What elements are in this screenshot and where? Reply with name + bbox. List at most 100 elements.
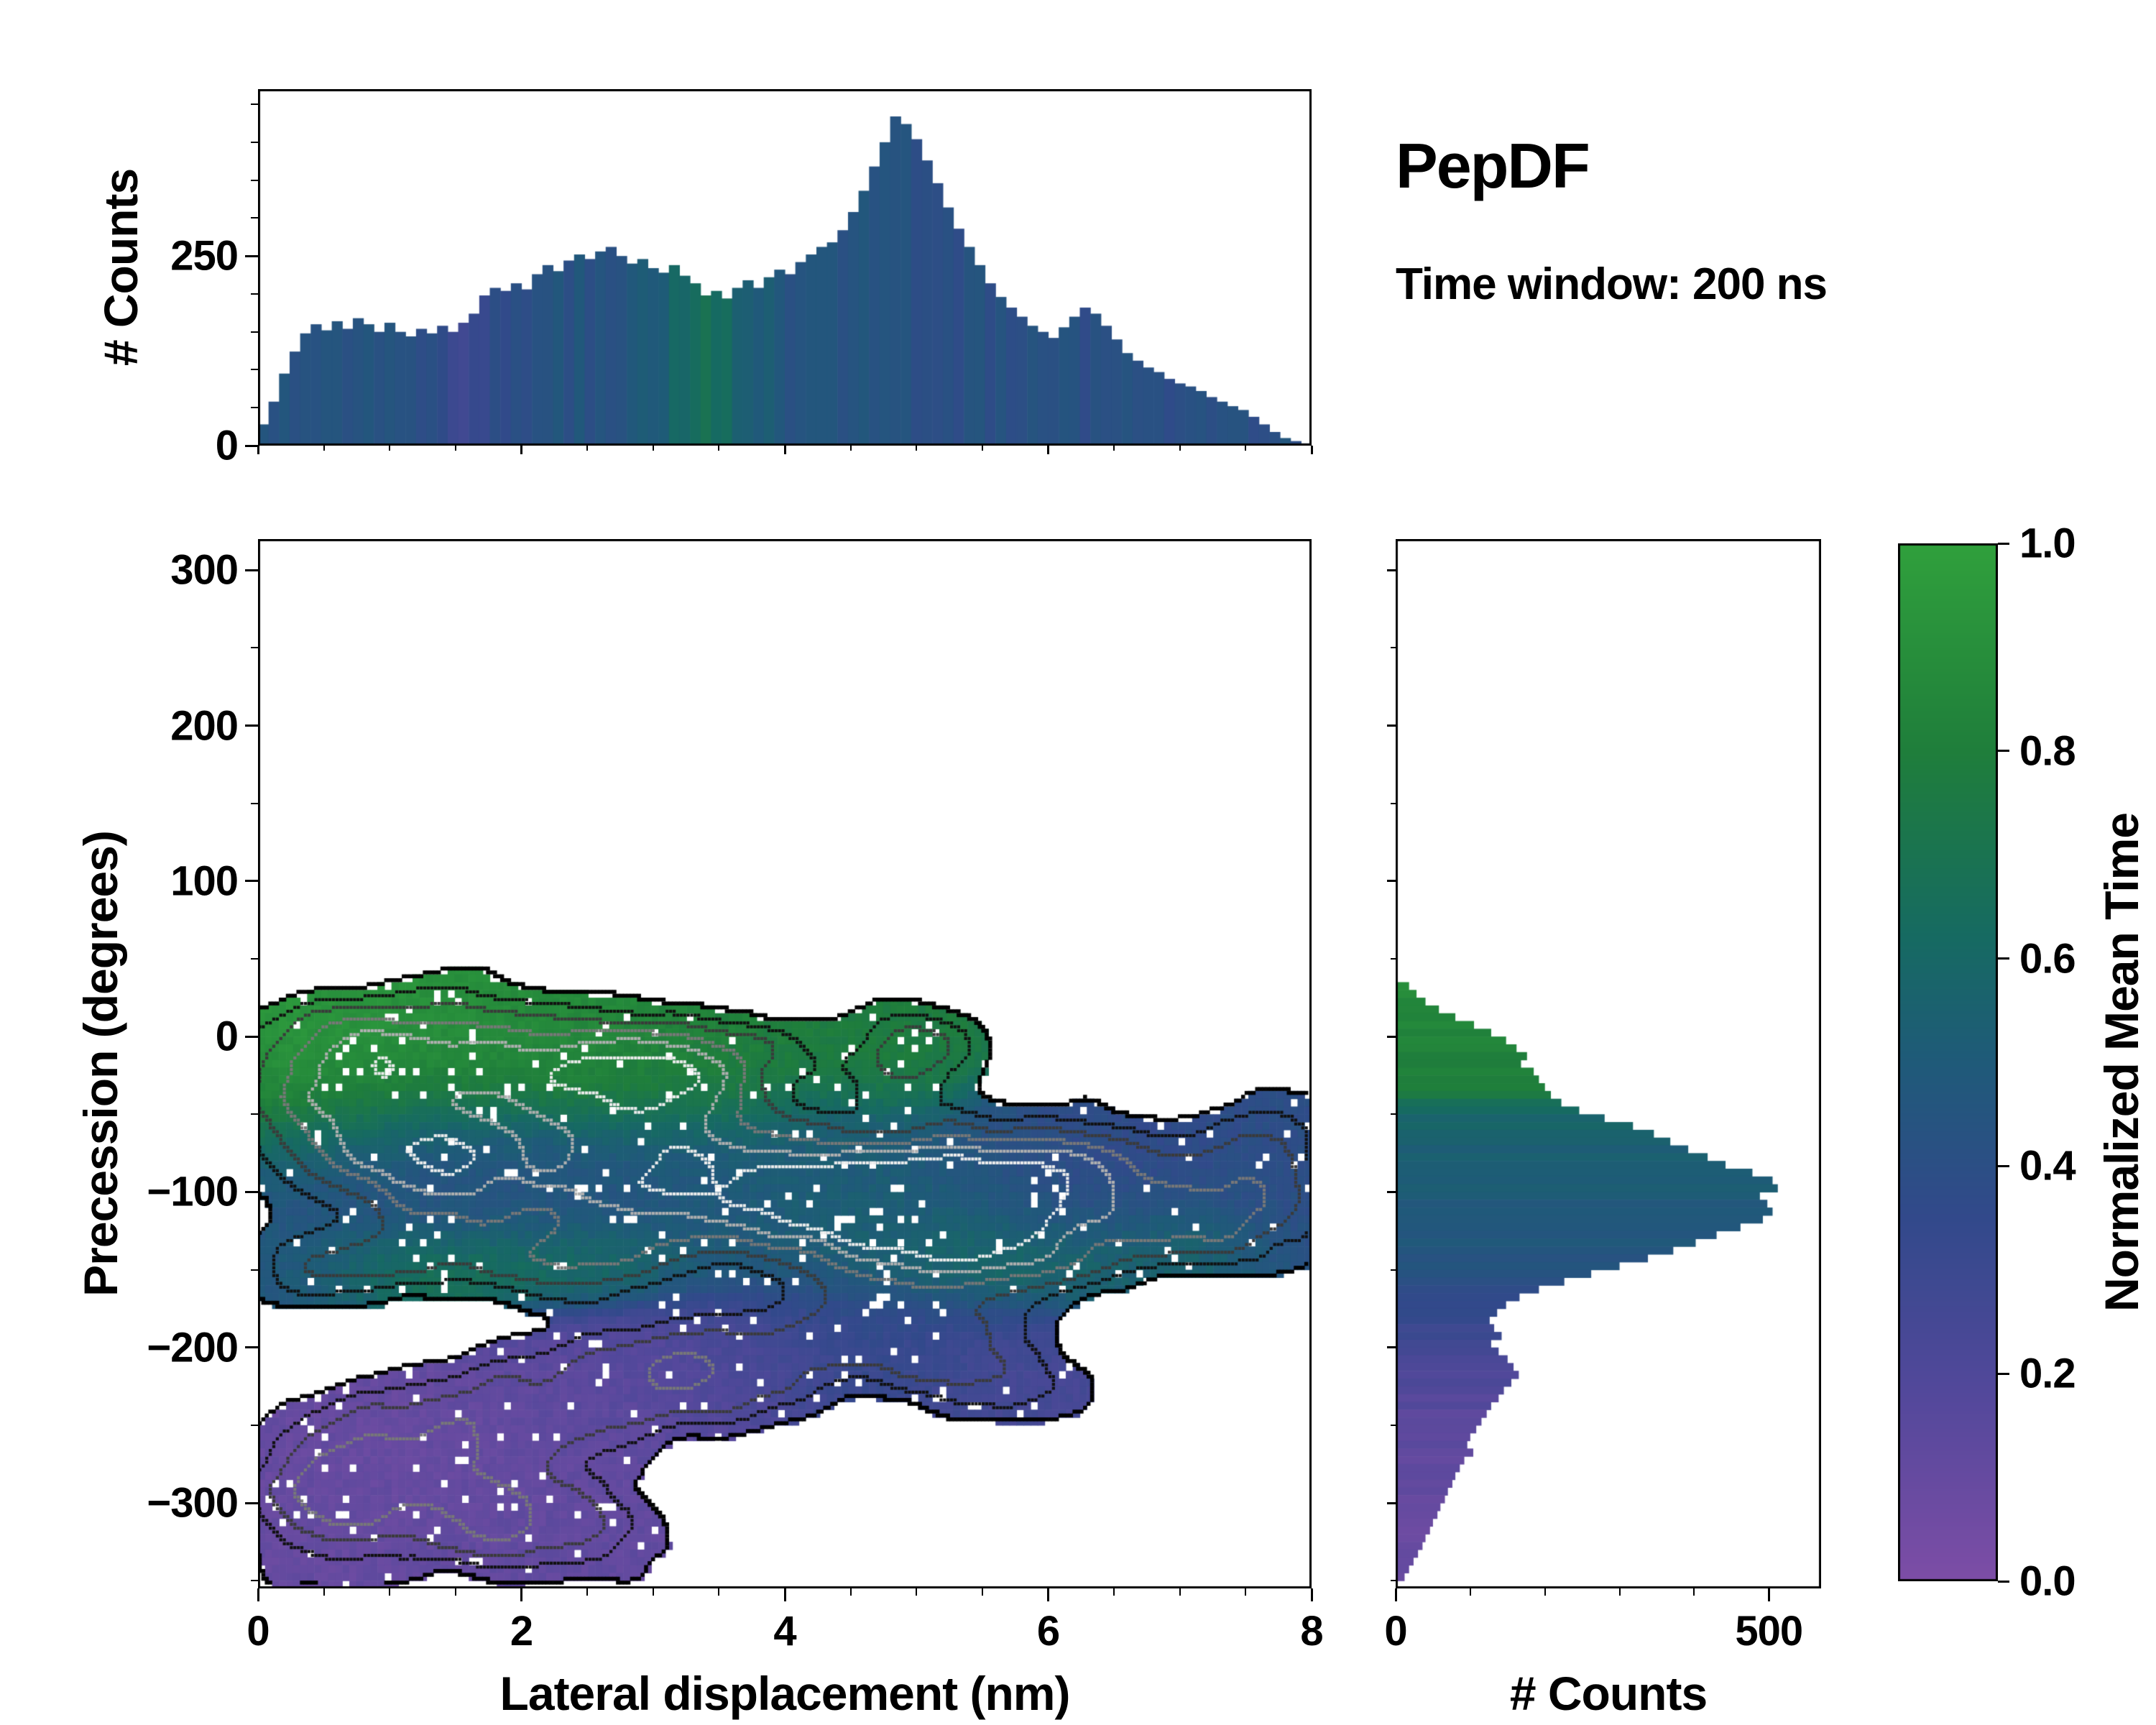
main-y-minor-tick <box>251 958 258 960</box>
top-hist-y-minor-tick <box>251 369 258 371</box>
main-x-tick <box>257 1588 259 1601</box>
right-hist-y-tick <box>1387 724 1396 727</box>
main-y-tick <box>245 1190 258 1193</box>
right-hist-x-tick <box>1394 1588 1397 1601</box>
main-x-minor-tick <box>586 1588 589 1596</box>
main-x-minor-tick <box>981 1588 983 1596</box>
main-x-minor-tick <box>323 1588 325 1596</box>
right-histogram-panel <box>1396 539 1821 1588</box>
colorbar-panel <box>1898 543 1998 1581</box>
main-y-minor-tick <box>251 1269 258 1271</box>
main-x-minor-tick <box>454 1588 456 1596</box>
right-hist-y-minor-tick <box>1391 1580 1396 1582</box>
top-hist-x-minor-tick <box>389 446 391 451</box>
right-hist-y-tick <box>1387 880 1396 883</box>
main-y-minor-tick <box>251 1113 258 1116</box>
main-y-tick <box>245 569 258 571</box>
main-y-tick-label: −100 <box>147 1168 239 1215</box>
colorbar-tick <box>1998 957 2009 960</box>
right-hist-y-tick <box>1387 1346 1396 1349</box>
main-xlabel: Lateral displacement (nm) <box>499 1667 1071 1720</box>
main-y-tick-label: 100 <box>170 857 239 905</box>
main-y-minor-tick <box>251 1424 258 1426</box>
top-hist-x-tick <box>520 446 522 454</box>
plot-title: PepDF <box>1396 130 1590 201</box>
top-hist-x-minor-tick <box>981 446 983 451</box>
right-hist-y-minor-tick <box>1391 958 1396 960</box>
main-x-minor-tick <box>389 1588 391 1596</box>
top-hist-y-minor-tick <box>251 293 258 295</box>
main-x-minor-tick <box>1245 1588 1247 1596</box>
main-x-minor-tick <box>916 1588 918 1596</box>
density-map-panel <box>258 539 1312 1588</box>
right-hist-x-minor-tick <box>1618 1588 1621 1596</box>
main-y-minor-tick <box>251 647 258 649</box>
main-x-tick-label: 6 <box>1036 1608 1060 1655</box>
top-hist-x-minor-tick <box>718 446 720 451</box>
main-y-tick <box>245 1035 258 1038</box>
right-hist-x-tick <box>1767 1588 1770 1601</box>
colorbar-tick-label: 0.8 <box>2019 727 2076 775</box>
right-hist-y-tick <box>1387 1501 1396 1504</box>
colorbar-tick-label: 0.4 <box>2019 1142 2076 1190</box>
top-hist-x-minor-tick <box>849 446 852 451</box>
right-hist-y-minor-tick <box>1391 1424 1396 1426</box>
top-histogram-panel <box>258 89 1312 446</box>
right-hist-y-minor-tick <box>1391 1269 1396 1271</box>
colorbar-label: Normalized Mean Time <box>2095 813 2148 1312</box>
main-x-minor-tick <box>849 1588 852 1596</box>
top-hist-y-minor-tick <box>251 179 258 181</box>
right-hist-y-tick <box>1387 569 1396 571</box>
main-x-tick-label: 4 <box>773 1608 796 1655</box>
top-hist-x-minor-tick <box>586 446 589 451</box>
colorbar-tick <box>1998 1580 2009 1583</box>
top-hist-x-minor-tick <box>454 446 456 451</box>
main-x-tick <box>1310 1588 1313 1601</box>
density-map-canvas <box>258 539 1312 1588</box>
top-histogram-canvas <box>258 89 1312 446</box>
main-x-minor-tick <box>652 1588 654 1596</box>
right-hist-y-minor-tick <box>1391 802 1396 804</box>
top-hist-y-minor-tick <box>251 141 258 143</box>
main-y-tick-label: 200 <box>170 702 239 750</box>
right-hist-xlabel: # Counts <box>1509 1667 1708 1720</box>
right-hist-x-minor-tick <box>1469 1588 1471 1596</box>
top-hist-x-minor-tick <box>652 446 654 451</box>
main-x-minor-tick <box>1179 1588 1181 1596</box>
main-x-tick-label: 2 <box>510 1608 533 1655</box>
top-hist-y-tick <box>245 444 258 447</box>
colorbar-tick-label: 0.2 <box>2019 1350 2076 1397</box>
right-hist-x-tick-label: 0 <box>1384 1608 1407 1655</box>
main-x-tick-label: 0 <box>247 1608 270 1655</box>
right-hist-y-minor-tick <box>1391 1113 1396 1116</box>
top-hist-y-tick <box>245 254 258 257</box>
right-hist-y-minor-tick <box>1391 647 1396 649</box>
colorbar-tick-label: 0.6 <box>2019 935 2076 983</box>
top-hist-y-minor-tick <box>251 217 258 219</box>
right-hist-x-minor-tick <box>1693 1588 1695 1596</box>
right-hist-x-minor-tick <box>1544 1588 1546 1596</box>
main-x-tick <box>783 1588 786 1601</box>
top-hist-x-tick <box>257 446 259 454</box>
colorbar-tick <box>1998 750 2009 753</box>
top-hist-x-tick <box>1047 446 1049 454</box>
main-x-tick-label: 8 <box>1300 1608 1323 1655</box>
main-y-tick-label: 300 <box>170 546 239 594</box>
colorbar-tick <box>1998 542 2009 545</box>
main-x-tick <box>520 1588 522 1601</box>
top-hist-x-minor-tick <box>1113 446 1115 451</box>
top-hist-y-minor-tick <box>251 104 258 106</box>
main-y-minor-tick <box>251 1580 258 1582</box>
right-hist-y-tick <box>1387 1035 1396 1038</box>
main-y-tick-label: 0 <box>215 1013 239 1060</box>
right-hist-x-tick-label: 500 <box>1735 1608 1803 1655</box>
top-hist-x-minor-tick <box>323 446 325 451</box>
main-y-tick-label: −300 <box>147 1479 239 1527</box>
colorbar-tick-label: 1.0 <box>2019 520 2076 567</box>
colorbar-canvas <box>1898 543 1998 1581</box>
main-y-tick <box>245 1346 258 1349</box>
top-hist-x-minor-tick <box>1179 446 1181 451</box>
main-y-tick <box>245 880 258 883</box>
main-y-minor-tick <box>251 802 258 804</box>
